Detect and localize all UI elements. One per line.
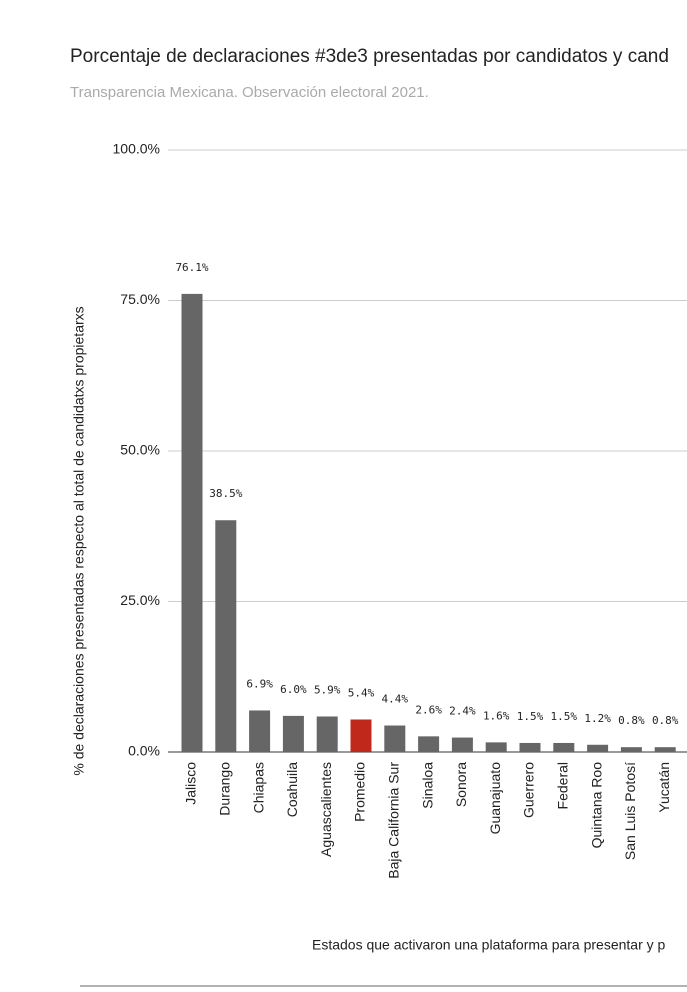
- value-label: 38.5%: [209, 487, 242, 500]
- bar: [249, 710, 271, 752]
- bar: [587, 744, 609, 752]
- x-tick-label: Baja California Sur: [386, 762, 402, 879]
- chart-title: Porcentaje de declaraciones #3de3 presen…: [70, 46, 669, 67]
- x-tick-label: Federal: [555, 762, 571, 809]
- x-tick-label: Coahuila: [284, 762, 300, 817]
- value-label: 2.4%: [449, 705, 476, 718]
- x-tick-label: Guanajuato: [487, 762, 503, 835]
- bar: [384, 725, 406, 752]
- bar: [350, 719, 372, 752]
- bar: [553, 742, 575, 752]
- x-tick-label: Sonora: [453, 762, 469, 807]
- value-label: 5.9%: [314, 683, 341, 696]
- value-label: 1.5%: [551, 710, 578, 723]
- y-tick-label: 75.0%: [120, 291, 160, 307]
- x-tick-label: Aguascalientes: [318, 762, 334, 857]
- value-label: 1.6%: [483, 709, 510, 722]
- value-label: 1.5%: [517, 710, 544, 723]
- x-tick-label: Durango: [217, 762, 233, 816]
- y-tick-label: 0.0%: [128, 743, 160, 759]
- bar: [181, 293, 203, 752]
- bar: [451, 737, 473, 752]
- x-tick-label: Sinaloa: [419, 762, 435, 809]
- x-tick-label: Jalisco: [183, 762, 199, 805]
- bar: [316, 716, 338, 752]
- x-tick-label: Yucatán: [656, 762, 672, 813]
- value-label: 4.4%: [382, 693, 409, 706]
- y-axis-label: % de declaraciones presentadas respecto …: [71, 306, 87, 775]
- value-label: 1.2%: [584, 712, 611, 725]
- bar: [215, 520, 237, 752]
- x-tick-label: Promedio: [352, 762, 368, 822]
- value-label: 5.4%: [348, 686, 375, 699]
- chart-subtitle: Transparencia Mexicana. Observación elec…: [70, 84, 429, 101]
- value-label: 6.0%: [280, 683, 307, 696]
- bar: [620, 747, 642, 752]
- value-label: 2.6%: [415, 703, 442, 716]
- x-tick-label: San Luis Potosí: [622, 762, 638, 860]
- value-label: 76.1%: [175, 261, 208, 274]
- x-axis-label: Estados que activaron una plataforma par…: [312, 937, 666, 953]
- value-label: 0.8%: [652, 714, 679, 727]
- bar: [485, 742, 507, 752]
- bar: [418, 736, 440, 752]
- y-tick-label: 100.0%: [113, 141, 160, 157]
- bar: [519, 742, 541, 752]
- bar: [654, 747, 676, 752]
- x-tick-label: Chiapas: [250, 762, 266, 813]
- y-tick-label: 50.0%: [120, 442, 160, 458]
- bar: [282, 715, 304, 752]
- y-tick-label: 25.0%: [120, 592, 160, 608]
- x-tick-label: Guerrero: [521, 762, 537, 818]
- x-tick-label: Quintana Roo: [588, 762, 604, 849]
- value-label: 6.9%: [246, 677, 273, 690]
- value-label: 0.8%: [618, 714, 645, 727]
